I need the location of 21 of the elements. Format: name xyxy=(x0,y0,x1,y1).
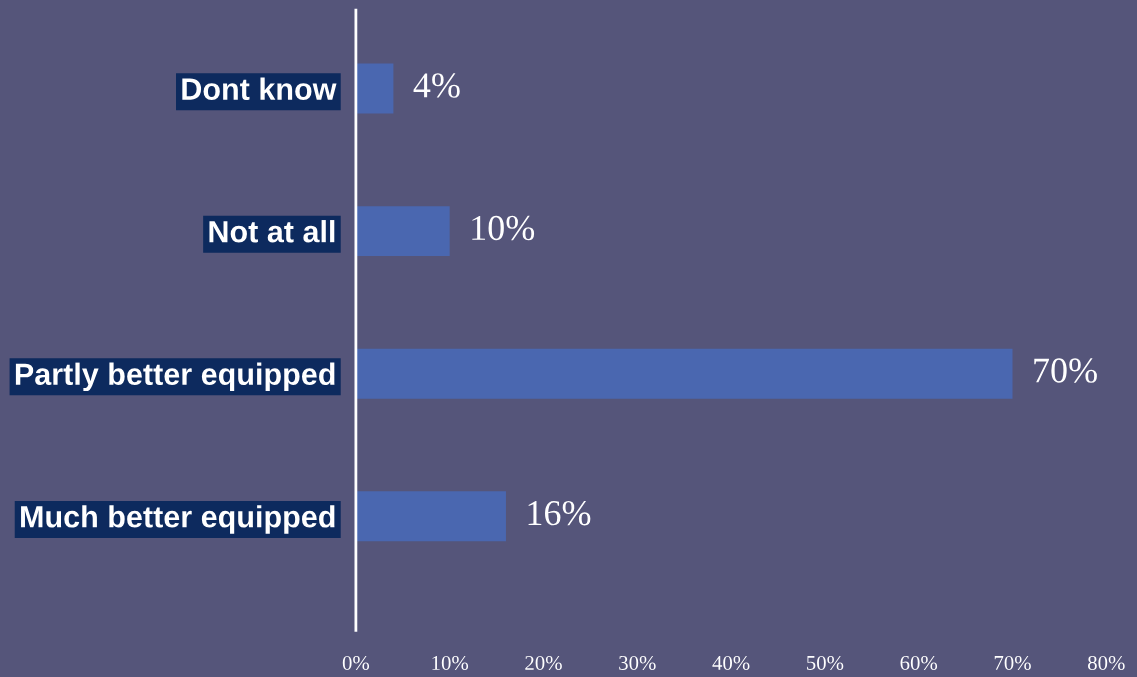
x-tick-label: 30% xyxy=(619,655,656,671)
y-tick-label: Much better equipped xyxy=(21,505,335,534)
data-label: 70% xyxy=(1034,358,1097,383)
y-tick-label: Dont know xyxy=(182,77,337,100)
x-tick-label: 60% xyxy=(900,655,938,671)
bar xyxy=(355,348,1013,399)
bar xyxy=(355,206,450,257)
y-tick-label: Not at all xyxy=(209,220,335,243)
data-label: 16% xyxy=(528,500,591,526)
x-tick-label: 40% xyxy=(712,655,750,671)
bar xyxy=(355,63,394,114)
x-tick-label: 50% xyxy=(807,655,844,671)
x-tick-label: 0% xyxy=(342,655,370,671)
x-tick-label: 10% xyxy=(432,655,469,671)
data-label: 10% xyxy=(472,215,535,241)
y-tick-label: Partly better equipped xyxy=(15,362,335,392)
x-tick-label: 80% xyxy=(1088,655,1125,671)
bar xyxy=(355,491,506,542)
data-label: 4% xyxy=(413,73,460,98)
x-tick-label: 20% xyxy=(525,655,562,671)
x-tick-label: 70% xyxy=(994,655,1031,671)
